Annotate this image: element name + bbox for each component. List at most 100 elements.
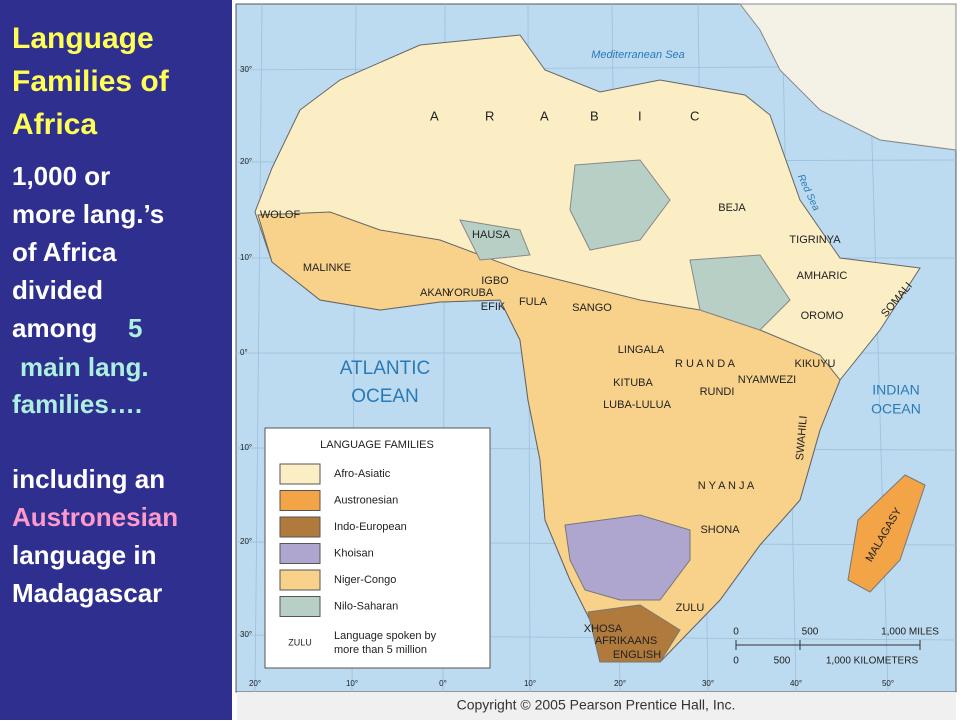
label: TIGRINYA <box>789 234 841 246</box>
label: 10° <box>346 679 358 688</box>
label: 20° <box>240 157 252 166</box>
panel-title: Families of <box>12 65 170 98</box>
panel-text: Madagascar <box>12 578 162 608</box>
label: 0 <box>733 627 739 638</box>
label: A <box>430 108 439 123</box>
label: AMHARIC <box>797 270 848 282</box>
label: A <box>540 108 549 123</box>
panel-text: among <box>12 313 97 343</box>
label: XHOSA <box>584 623 623 635</box>
label: Mediterranean Sea <box>591 49 685 61</box>
panel-text: main lang. <box>20 352 149 382</box>
label: FULA <box>519 296 548 308</box>
label: 10° <box>524 679 536 688</box>
indo-european-region <box>587 604 681 663</box>
label: 10° <box>240 253 252 262</box>
label: 0 <box>733 656 739 667</box>
label: LUBA-LULUA <box>603 399 672 411</box>
label: INDIAN <box>872 382 919 398</box>
label: N Y A N J A <box>698 480 755 492</box>
label: KIKUYU <box>795 358 836 370</box>
label: ENGLISH <box>613 649 661 661</box>
label: OCEAN <box>351 386 419 407</box>
label: OCEAN <box>871 401 921 417</box>
label: 30° <box>240 65 252 74</box>
legend-label: Khoisan <box>334 547 374 559</box>
panel-text: Austronesian <box>12 502 178 532</box>
label: 50° <box>882 679 894 688</box>
madagascar <box>847 474 926 593</box>
legend-swatch <box>279 516 321 538</box>
eurasia <box>738 3 957 151</box>
side-panel <box>0 0 232 720</box>
legend-swatch <box>279 596 321 617</box>
panel-text: 1,000 or <box>12 161 110 191</box>
label: 30° <box>702 679 714 688</box>
label: SANGO <box>572 302 612 314</box>
label: OROMO <box>801 310 844 322</box>
khoisan-region <box>564 514 691 601</box>
label: RUNDI <box>700 386 735 398</box>
panel-title: Language <box>12 22 154 55</box>
label: SWAHILI <box>794 415 810 461</box>
label: IGBO <box>481 275 509 287</box>
label: LINGALA <box>618 344 665 356</box>
legend-swatch <box>279 543 321 564</box>
panel-text: of Africa <box>12 237 117 267</box>
legend-label: Indo-European <box>334 521 407 533</box>
label: BEJA <box>718 202 746 214</box>
scale-bar <box>735 640 921 650</box>
label: 500 <box>774 656 791 667</box>
label: R U A N D A <box>675 358 736 370</box>
legend-label: Afro-Asiatic <box>334 468 391 480</box>
label: MALINKE <box>303 262 351 274</box>
panel-title: Africa <box>12 108 97 141</box>
legend-swatch <box>279 490 321 511</box>
label: I <box>638 108 642 123</box>
label: AFRIKAANS <box>595 635 657 647</box>
niger-congo-region <box>257 211 841 663</box>
label: 30° <box>240 630 252 639</box>
label: 500 <box>802 627 819 638</box>
label: 1,000 MILES <box>881 627 939 638</box>
label: AKAN <box>420 287 450 299</box>
panel-text: divided <box>12 275 103 305</box>
panel-text: more lang.’s <box>12 199 164 229</box>
copyright-strip <box>237 692 956 720</box>
label: 20° <box>249 679 261 688</box>
label: NYAMWEZI <box>738 374 796 386</box>
label: 10° <box>240 443 252 452</box>
legend-items: LANGUAGE FAMILIES Afro-Asiatic Austronesia… <box>279 439 437 656</box>
label: Language spoken by <box>334 630 437 642</box>
legend-label: Austronesian <box>334 494 398 506</box>
label: YORUBA <box>447 287 494 299</box>
label: WOLOF <box>260 209 301 221</box>
copyright: Copyright © 2005 Pearson Prentice Hall, … <box>457 697 736 713</box>
label: ATLANTIC <box>340 358 430 379</box>
label: more than 5 million <box>334 644 427 656</box>
label: 20° <box>614 679 626 688</box>
label: KITUBA <box>613 377 653 389</box>
legend-swatch <box>279 569 321 591</box>
legend-swatch <box>279 463 321 485</box>
label: B <box>590 108 599 123</box>
label: EFIK <box>481 301 506 313</box>
label: C <box>690 108 699 123</box>
legend-label: Nilo-Saharan <box>334 600 398 612</box>
panel-text: families…. <box>12 389 142 419</box>
label: 40° <box>790 679 802 688</box>
label: HAUSA <box>472 229 511 241</box>
nilo-saharan-region <box>459 159 791 331</box>
panel-text: including an <box>12 464 165 494</box>
legend-label: Niger-Congo <box>334 574 396 586</box>
label: ZULU <box>676 602 705 614</box>
label: ZULU <box>288 637 312 647</box>
label: LANGUAGE FAMILIES <box>320 439 434 451</box>
label: SHONA <box>700 524 740 536</box>
label: 0° <box>240 348 248 357</box>
label: 1,000 KILOMETERS <box>826 656 919 667</box>
panel-text: language in <box>12 540 156 570</box>
label: 20° <box>240 537 252 546</box>
